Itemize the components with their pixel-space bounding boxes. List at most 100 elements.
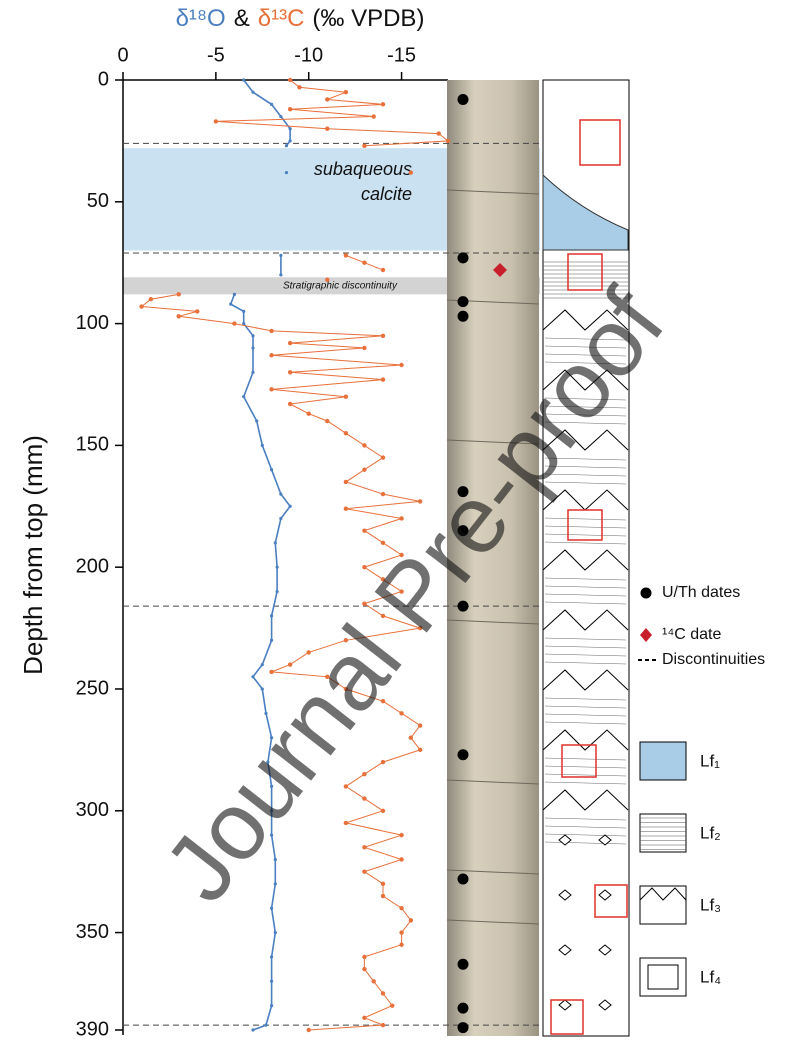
legend-lithofacies	[640, 814, 686, 852]
uth-date	[458, 1022, 469, 1033]
series-point	[362, 1016, 366, 1020]
series-point	[270, 614, 273, 617]
series-point	[270, 1004, 273, 1007]
series-point	[362, 468, 366, 472]
title-d13c: δ¹³C	[258, 5, 305, 32]
series-point	[269, 387, 273, 391]
series-point	[270, 907, 273, 910]
series-point	[409, 735, 413, 739]
series-point	[362, 346, 366, 350]
series-point	[255, 419, 258, 422]
x-tick-label: -10	[294, 44, 323, 66]
series-point	[289, 127, 292, 130]
x-tick-label: -5	[207, 44, 225, 66]
series-point	[399, 943, 403, 947]
series-point	[289, 505, 292, 508]
legend-c14-label: ¹⁴C date	[662, 626, 721, 643]
lf-label: Lf₃	[700, 895, 721, 914]
series-point	[399, 906, 403, 910]
series-point	[344, 480, 348, 484]
series-point	[288, 107, 292, 111]
lf-box	[640, 814, 686, 852]
lf-box	[640, 742, 686, 780]
series-point	[362, 955, 366, 959]
y-tick-label: 100	[76, 312, 109, 334]
series-point	[418, 748, 422, 752]
series-point	[372, 979, 376, 983]
legend-lithofacies	[640, 886, 686, 924]
series-point	[381, 334, 385, 338]
series-point	[344, 784, 348, 788]
series-point	[139, 304, 143, 308]
lf-label: Lf₁	[700, 751, 720, 770]
series-point	[399, 857, 403, 861]
series-point	[261, 687, 264, 690]
series-point	[399, 930, 403, 934]
series-point	[381, 882, 385, 886]
series-point	[270, 955, 273, 958]
series-point	[251, 675, 254, 678]
series-point	[307, 1028, 311, 1032]
uth-date	[458, 252, 469, 263]
chart-title: δ¹⁸O&δ¹³C(‰ VPDB)	[176, 5, 425, 32]
series-point	[279, 517, 282, 520]
x-tick-label: -15	[387, 44, 416, 66]
series-point	[362, 144, 366, 148]
series-point	[297, 85, 301, 89]
series-point	[307, 412, 311, 416]
figure: δ¹⁸O&δ¹³C(‰ VPDB) Depth from top (mm) su…	[0, 0, 797, 1042]
legend-disc-label: Discontinuities	[662, 651, 765, 668]
lf-box	[640, 958, 686, 996]
series-point	[279, 493, 282, 496]
series-point	[390, 1003, 394, 1007]
series-point	[233, 293, 236, 296]
series-point	[288, 402, 292, 406]
series-point	[381, 991, 385, 995]
series-point	[279, 273, 282, 276]
series-point	[325, 419, 329, 423]
series-point	[381, 809, 385, 813]
series-point	[325, 127, 329, 131]
band-label: subaqueous	[314, 159, 412, 179]
legend-lithofacies	[640, 958, 686, 996]
series-point	[274, 541, 277, 544]
series-point	[270, 468, 273, 471]
series-point	[177, 292, 181, 296]
series-point	[232, 321, 236, 325]
series-point	[177, 314, 181, 318]
series-point	[381, 894, 385, 898]
series-point	[242, 78, 245, 81]
series-point	[344, 90, 348, 94]
y-tick-label: 50	[87, 190, 109, 212]
lf-box	[640, 886, 686, 924]
series-point	[381, 268, 385, 272]
series-point	[270, 980, 273, 983]
series-point	[362, 869, 366, 873]
series-point	[381, 760, 385, 764]
series-point	[195, 309, 199, 313]
series-point	[276, 590, 279, 593]
uth-date	[458, 873, 469, 884]
series-point	[288, 370, 292, 374]
y-tick-label: 390	[76, 1018, 109, 1040]
x-tick-label: 0	[117, 44, 128, 66]
y-tick-label: 350	[76, 921, 109, 943]
series-point	[269, 670, 273, 674]
uth-date	[458, 959, 469, 970]
uth-date	[458, 1003, 469, 1014]
lf-label: Lf₂	[700, 823, 721, 842]
series-point	[285, 144, 288, 147]
series-point	[362, 967, 366, 971]
y-tick-label: 300	[76, 799, 109, 821]
series-point	[251, 334, 254, 337]
series-point	[251, 91, 254, 94]
series-point	[344, 394, 348, 398]
series-point	[261, 663, 264, 666]
series-point	[242, 310, 245, 313]
series-point	[344, 507, 348, 511]
series-point	[399, 833, 403, 837]
series-point	[437, 131, 441, 135]
y-axis-label: Depth from top (mm)	[18, 435, 48, 675]
series-point	[269, 329, 273, 333]
y-tick-label: 250	[76, 677, 109, 699]
